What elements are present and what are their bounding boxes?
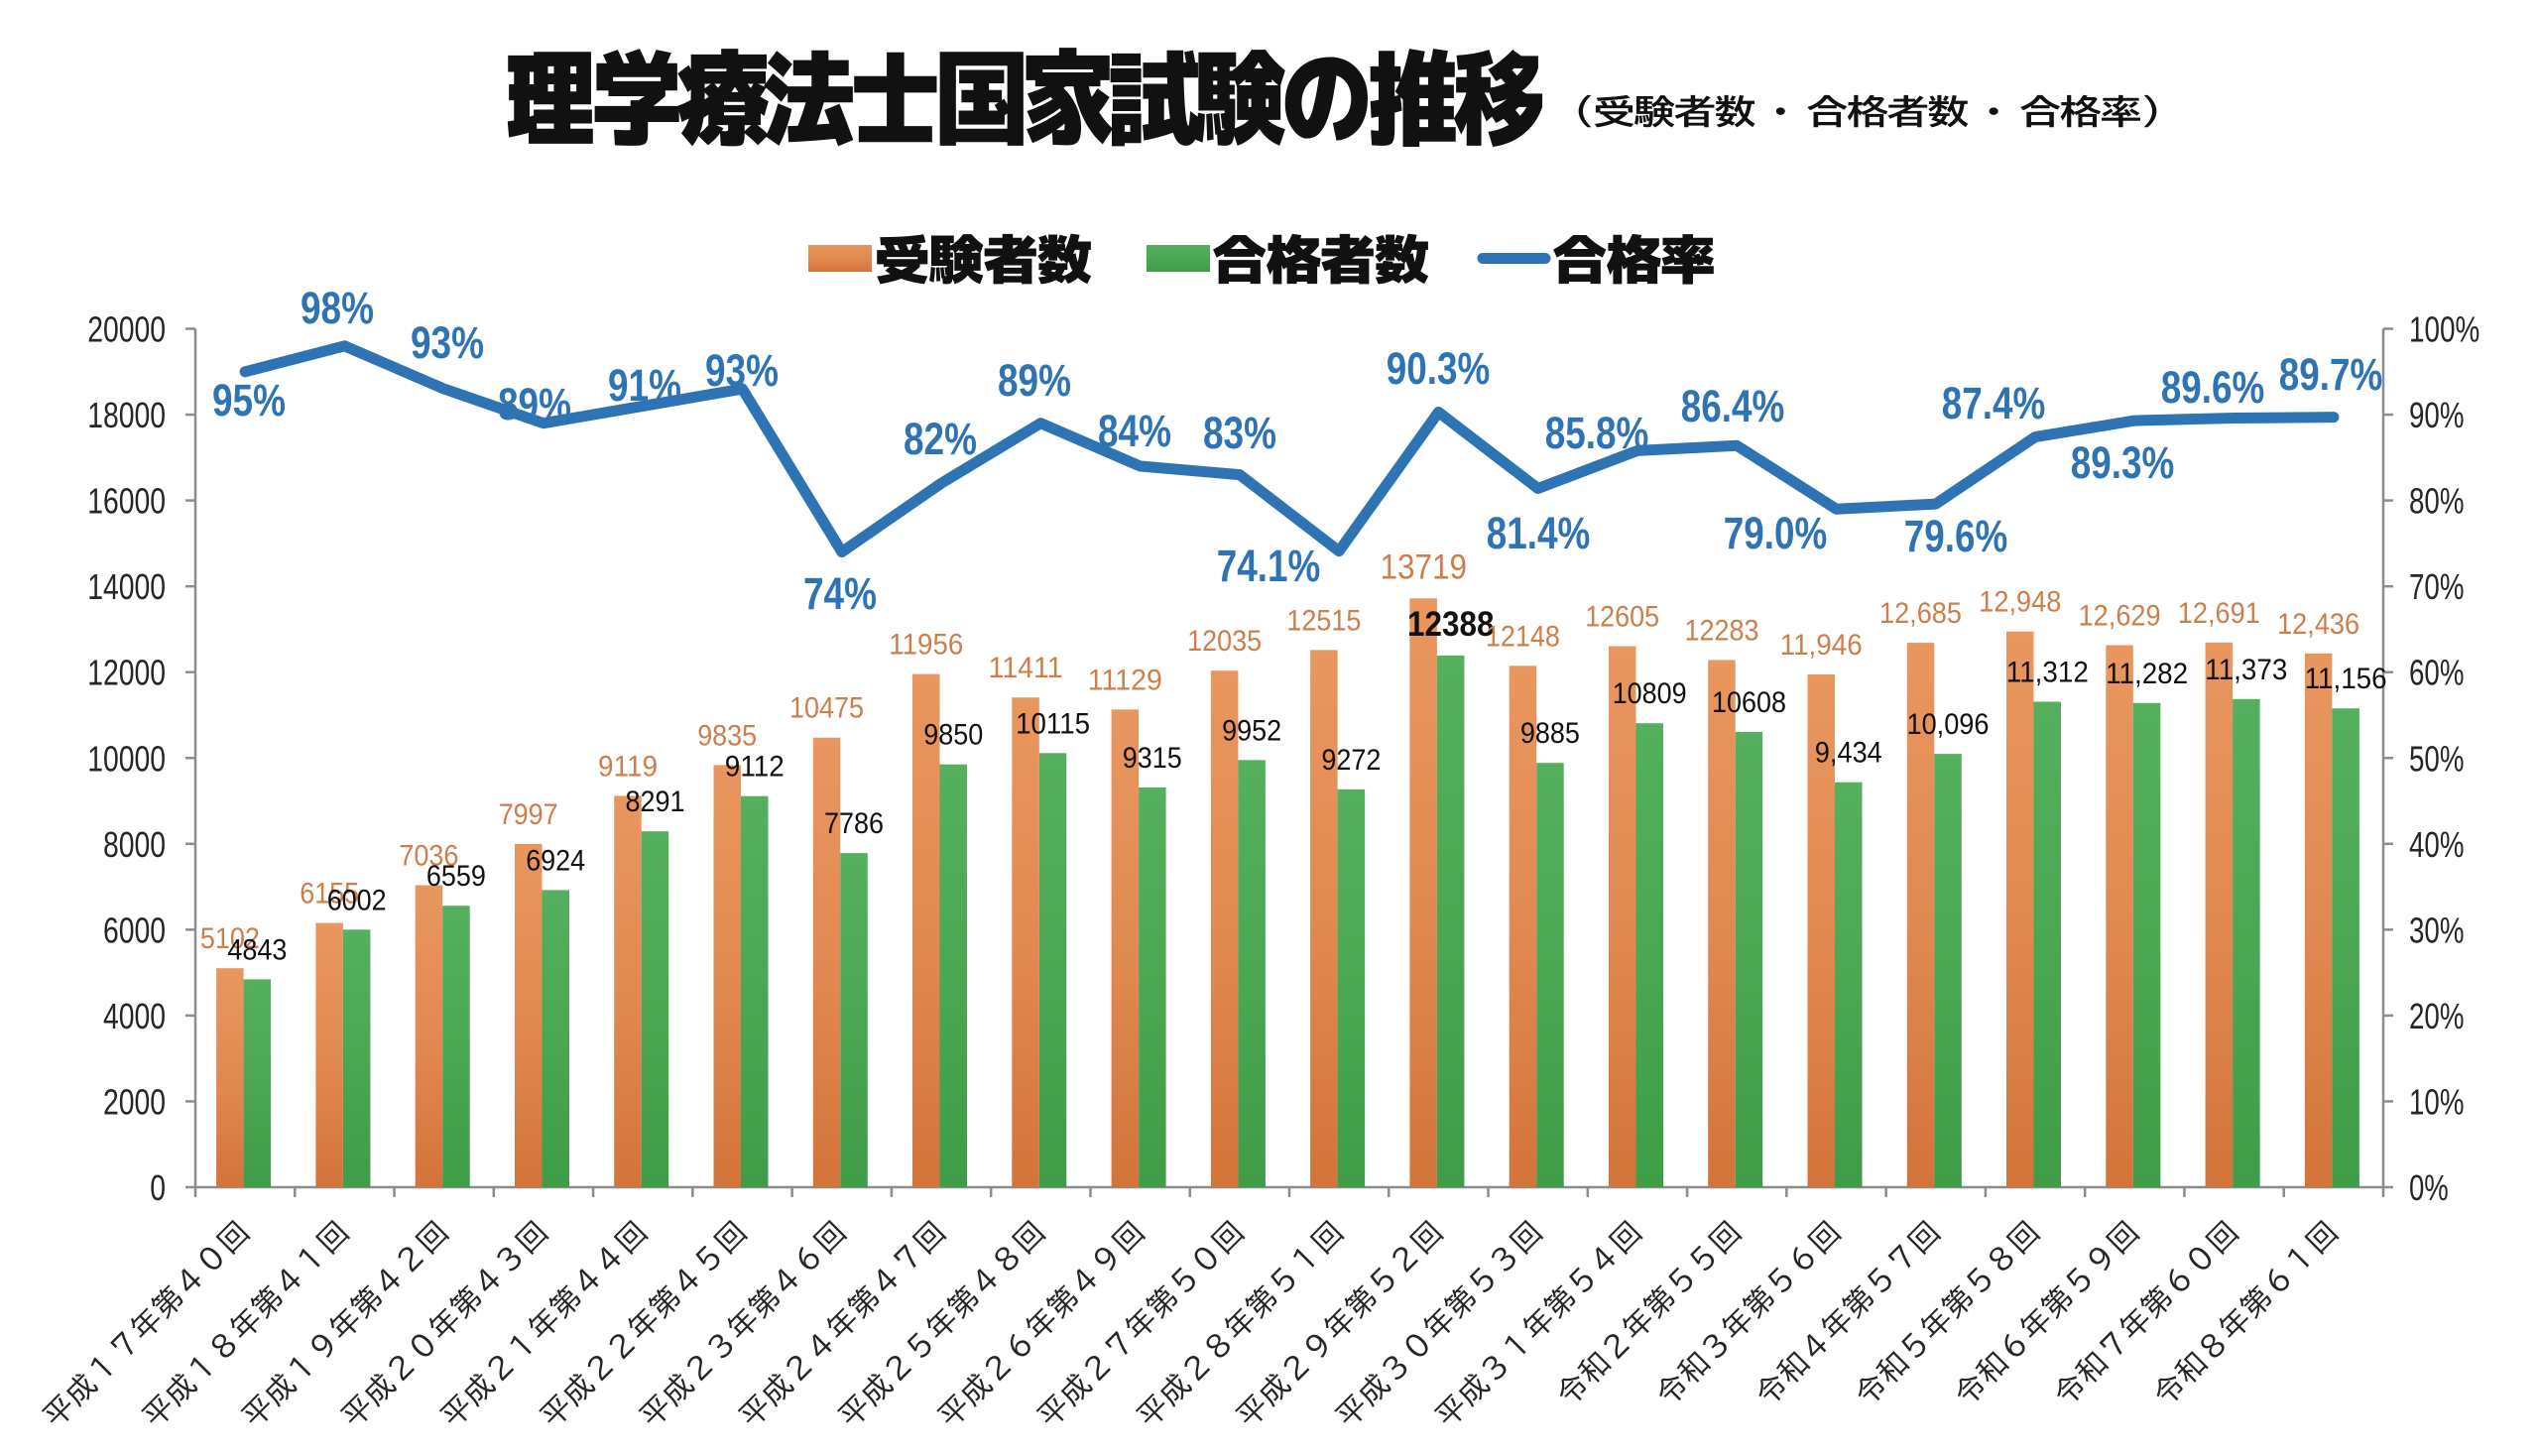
svg-text:9272: 9272 xyxy=(1321,744,1381,777)
svg-text:9850: 9850 xyxy=(923,719,983,752)
svg-text:74.1%: 74.1% xyxy=(1217,541,1321,591)
svg-text:16000: 16000 xyxy=(87,481,166,522)
svg-text:6002: 6002 xyxy=(327,884,387,916)
svg-text:14000: 14000 xyxy=(87,566,166,607)
svg-text:79.6%: 79.6% xyxy=(1904,511,2008,561)
svg-text:10%: 10% xyxy=(2409,1081,2465,1122)
svg-text:10000: 10000 xyxy=(87,738,166,779)
svg-text:20%: 20% xyxy=(2409,996,2465,1036)
svg-text:10475: 10475 xyxy=(789,692,864,725)
svg-text:9952: 9952 xyxy=(1222,714,1281,747)
svg-text:12515: 12515 xyxy=(1286,604,1361,637)
svg-text:9885: 9885 xyxy=(1520,717,1580,750)
svg-text:11129: 11129 xyxy=(1088,664,1162,696)
svg-text:9112: 9112 xyxy=(725,751,785,784)
svg-text:74%: 74% xyxy=(803,568,877,619)
svg-text:12388: 12388 xyxy=(1407,605,1495,644)
svg-text:50%: 50% xyxy=(2409,738,2465,779)
svg-text:98%: 98% xyxy=(301,283,374,333)
svg-text:60%: 60% xyxy=(2409,653,2465,693)
svg-text:82%: 82% xyxy=(904,414,977,464)
svg-text:89%: 89% xyxy=(498,379,571,429)
svg-text:4000: 4000 xyxy=(103,996,166,1036)
svg-text:12,436: 12,436 xyxy=(2277,608,2359,641)
svg-text:11,373: 11,373 xyxy=(2205,654,2287,686)
svg-text:89.3%: 89.3% xyxy=(2071,437,2175,488)
svg-text:0%: 0% xyxy=(2409,1167,2449,1208)
svg-text:83%: 83% xyxy=(1203,408,1276,458)
svg-text:12,948: 12,948 xyxy=(1979,586,2061,619)
svg-text:11411: 11411 xyxy=(989,652,1063,684)
svg-text:18000: 18000 xyxy=(87,395,166,435)
svg-text:93%: 93% xyxy=(705,345,779,396)
svg-text:91%: 91% xyxy=(608,360,681,411)
svg-text:7997: 7997 xyxy=(499,798,558,831)
svg-text:6155: 6155 xyxy=(300,878,359,910)
svg-text:89.6%: 89.6% xyxy=(2161,362,2265,413)
svg-text:40%: 40% xyxy=(2409,824,2465,865)
svg-text:12000: 12000 xyxy=(87,653,166,693)
svg-text:8000: 8000 xyxy=(103,824,166,865)
svg-text:89%: 89% xyxy=(998,355,1071,406)
svg-text:12,685: 12,685 xyxy=(1879,597,1962,630)
svg-text:11,282: 11,282 xyxy=(2106,658,2188,690)
svg-text:89.7%: 89.7% xyxy=(2279,349,2383,400)
svg-text:9119: 9119 xyxy=(598,750,658,783)
svg-text:84%: 84% xyxy=(1098,406,1171,456)
svg-text:9315: 9315 xyxy=(1123,742,1182,775)
svg-text:0: 0 xyxy=(150,1167,166,1208)
svg-text:87.4%: 87.4% xyxy=(1942,378,2046,428)
svg-text:5102: 5102 xyxy=(200,922,260,955)
svg-text:11,312: 11,312 xyxy=(2006,657,2089,689)
svg-text:10115: 10115 xyxy=(1016,707,1090,740)
svg-text:79.0%: 79.0% xyxy=(1724,508,1828,558)
svg-text:12605: 12605 xyxy=(1585,601,1659,634)
svg-text:6924: 6924 xyxy=(526,844,585,877)
svg-text:7786: 7786 xyxy=(824,807,884,840)
svg-text:11,156: 11,156 xyxy=(2305,663,2387,695)
svg-text:8291: 8291 xyxy=(626,786,685,818)
svg-text:6000: 6000 xyxy=(103,910,166,950)
svg-text:11,946: 11,946 xyxy=(1780,629,1863,662)
svg-text:13719: 13719 xyxy=(1380,547,1467,586)
svg-text:95%: 95% xyxy=(212,375,286,425)
svg-text:93%: 93% xyxy=(411,317,484,368)
svg-text:80%: 80% xyxy=(2409,481,2465,522)
svg-text:70%: 70% xyxy=(2409,566,2465,607)
svg-text:2000: 2000 xyxy=(103,1081,166,1122)
svg-text:100%: 100% xyxy=(2409,309,2479,350)
svg-text:12283: 12283 xyxy=(1685,615,1759,648)
svg-text:12,691: 12,691 xyxy=(2178,597,2260,630)
svg-text:30%: 30% xyxy=(2409,910,2465,950)
svg-text:90%: 90% xyxy=(2409,395,2465,435)
svg-text:85.8%: 85.8% xyxy=(1545,408,1649,458)
svg-text:7036: 7036 xyxy=(399,840,458,873)
svg-text:10608: 10608 xyxy=(1712,686,1786,719)
svg-text:12035: 12035 xyxy=(1187,625,1262,658)
svg-text:12,629: 12,629 xyxy=(2079,600,2161,633)
svg-text:20000: 20000 xyxy=(87,309,166,350)
svg-text:90.3%: 90.3% xyxy=(1387,343,1491,394)
svg-text:81.4%: 81.4% xyxy=(1487,508,1591,558)
svg-text:6559: 6559 xyxy=(426,860,486,893)
svg-text:10809: 10809 xyxy=(1613,677,1687,710)
svg-text:12148: 12148 xyxy=(1486,620,1560,653)
svg-text:4843: 4843 xyxy=(227,933,287,966)
svg-text:9,434: 9,434 xyxy=(1815,737,1882,770)
svg-text:9835: 9835 xyxy=(697,719,757,752)
svg-text:86.4%: 86.4% xyxy=(1681,381,1785,431)
svg-text:11956: 11956 xyxy=(889,629,963,662)
svg-text:10,096: 10,096 xyxy=(1907,708,1990,741)
